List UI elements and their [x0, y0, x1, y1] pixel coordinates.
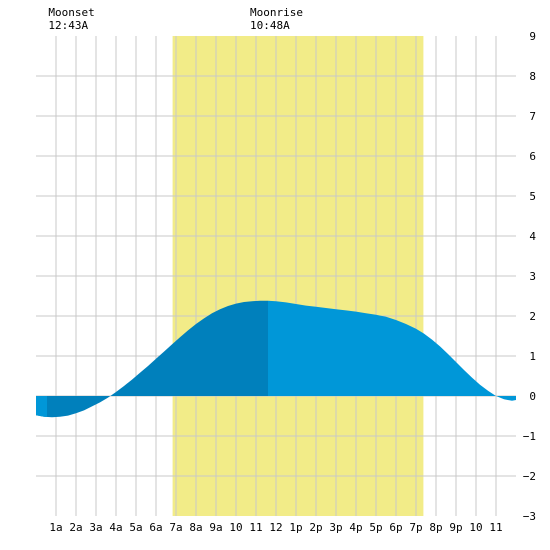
- y-tick-label: 3: [529, 270, 536, 283]
- y-tick-label: 9: [529, 30, 536, 43]
- x-tick-label: 1p: [289, 521, 302, 534]
- y-tick-label: 8: [529, 70, 536, 83]
- grid: [36, 36, 516, 516]
- x-tick-label: 6a: [149, 521, 162, 534]
- x-tick-label: 7a: [169, 521, 182, 534]
- x-tick-label: 8a: [189, 521, 202, 534]
- x-tick-label: 6p: [389, 521, 402, 534]
- x-tick-label: 4p: [349, 521, 362, 534]
- y-tick-label: 5: [529, 190, 536, 203]
- y-tick-label: −1: [523, 430, 536, 443]
- y-tick-label: 1: [529, 350, 536, 363]
- x-tick-label: 9a: [209, 521, 222, 534]
- x-tick-label: 11: [249, 521, 262, 534]
- x-tick-label: 4a: [109, 521, 122, 534]
- y-tick-label: 2: [529, 310, 536, 323]
- x-tick-label: 11: [489, 521, 502, 534]
- x-tick-label: 3a: [89, 521, 102, 534]
- y-tick-label: 7: [529, 110, 536, 123]
- x-tick-label: 3p: [329, 521, 342, 534]
- x-tick-label: 2p: [309, 521, 322, 534]
- y-tick-label: 6: [529, 150, 536, 163]
- moon-event-label: Moonrise: [250, 6, 303, 19]
- tide-area: [36, 300, 516, 418]
- moon-event-time: 12:43A: [48, 19, 88, 32]
- axis-labels: 1a 2a 3a 4a 5a 6a 7a 8a 9a 10 11 12 1p 2p 3p 4p 5p 6p 7p 8p…: [49, 30, 536, 534]
- moon-event-time: 10:48A: [250, 19, 290, 32]
- x-tick-label: 10: [229, 521, 242, 534]
- x-tick-label: 2a: [69, 521, 82, 534]
- x-tick-label: 1a: [49, 521, 62, 534]
- tide-area-rising: [268, 300, 516, 401]
- x-tick-label: 7p: [409, 521, 422, 534]
- x-tick-label: 10: [469, 521, 482, 534]
- x-tick-label: 5p: [369, 521, 382, 534]
- x-tick-label: 12: [269, 521, 282, 534]
- y-tick-label: 0: [529, 390, 536, 403]
- x-tick-label: 5a: [129, 521, 142, 534]
- y-tick-label: −2: [523, 470, 536, 483]
- y-tick-label: −3: [523, 510, 536, 523]
- x-tick-label: 8p: [429, 521, 442, 534]
- x-tick-label: 9p: [449, 521, 462, 534]
- y-tick-label: 4: [529, 230, 536, 243]
- moon-event-label: Moonset: [48, 6, 94, 19]
- tide-area-start: [36, 396, 47, 417]
- tide-area-falling: [36, 300, 268, 418]
